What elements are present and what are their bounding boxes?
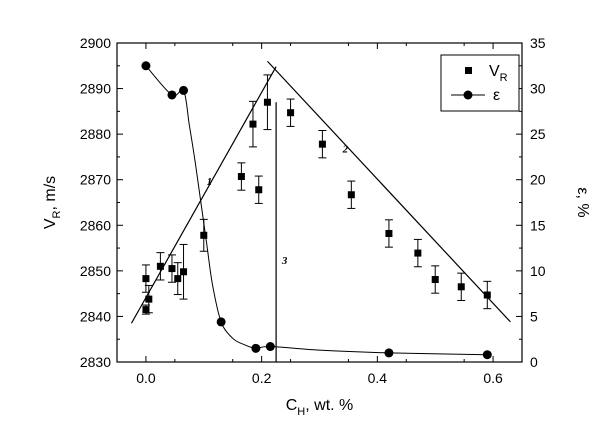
legend-circle-marker <box>463 90 473 100</box>
legend: VRε <box>440 54 520 112</box>
epsilon-point <box>216 317 226 327</box>
axis-ticks: 0.0 0.2 0.4 0.6 2830 2840 2850 2860 2870 2880 2890… <box>80 35 546 386</box>
line-label-3: 3 <box>281 255 288 267</box>
x-tick-label: 0.4 <box>368 370 388 386</box>
y-tick-label: 2830 <box>80 354 111 370</box>
y2-tick-label: 30 <box>530 81 546 97</box>
vr-point <box>145 295 153 303</box>
y2-tick-label: 5 <box>530 308 538 324</box>
epsilon-point <box>167 90 177 100</box>
vr-point <box>385 229 393 237</box>
vr-point <box>318 140 326 148</box>
epsilon-point <box>384 348 394 358</box>
vr-point <box>431 276 439 284</box>
vr-point <box>237 173 245 181</box>
legend-label-epsilon: ε <box>493 87 500 104</box>
y-axis-title-main: V <box>42 218 59 229</box>
line-annotations: 1 2 3 <box>207 143 349 267</box>
line-label-2: 2 <box>342 143 349 155</box>
vr-point <box>347 191 355 199</box>
y-axis-title-sub: R <box>51 210 63 218</box>
y-tick-label: 2860 <box>80 217 111 233</box>
vr-point <box>287 109 295 117</box>
line-label-1: 1 <box>207 176 213 188</box>
vr-point <box>174 275 182 283</box>
epsilon-point <box>482 350 492 360</box>
vr-point <box>457 283 465 291</box>
fit-lines <box>130 60 511 362</box>
epsilon-curve-line <box>145 65 488 356</box>
x-tick-label: 0.0 <box>136 370 156 386</box>
epsilon-point <box>265 342 275 352</box>
vr-point <box>483 291 491 299</box>
x-axis-title-sub: H <box>297 406 305 418</box>
y-tick-label: 2890 <box>80 81 111 97</box>
y2-tick-label: 20 <box>530 172 546 188</box>
vr-point <box>142 275 150 283</box>
vr-point <box>168 265 176 273</box>
y-tick-label: 2880 <box>80 126 111 142</box>
x-axis-title: CH, wt. % <box>286 397 354 418</box>
epsilon-point <box>179 85 189 95</box>
fit-line-2 <box>266 60 511 323</box>
vr-point <box>263 98 271 106</box>
vr-point <box>255 186 263 194</box>
x-axis-title-rest: , wt. % <box>305 397 353 414</box>
vr-point <box>249 120 257 128</box>
y2-tick-label: 15 <box>530 217 546 233</box>
legend-label-vr: VR <box>489 63 508 84</box>
legend-label-vr-main: V <box>489 63 500 80</box>
legend-label-vr-sub: R <box>500 72 508 84</box>
y-tick-label: 2850 <box>80 263 111 279</box>
y-tick-label: 2900 <box>80 35 111 51</box>
vr-point <box>180 268 188 276</box>
epsilon-point <box>251 343 261 353</box>
y2-tick-label: 10 <box>530 263 546 279</box>
legend-box <box>440 54 520 112</box>
epsilon-curve <box>145 65 488 356</box>
x-axis-title-main: C <box>286 397 298 414</box>
error-bars <box>141 74 492 315</box>
y2-tick-label: 25 <box>530 126 546 142</box>
epsilon-point <box>141 61 151 71</box>
y-axis-title-rest: , m/s <box>42 176 59 211</box>
y2-tick-label: 35 <box>530 35 546 51</box>
vr-point <box>156 262 164 270</box>
x-tick-label: 0.6 <box>483 370 503 386</box>
vr-point <box>142 306 150 314</box>
y2-tick-label: 0 <box>530 354 538 370</box>
y-axis-title: VR, m/s <box>42 176 63 229</box>
x-tick-label: 0.2 <box>252 370 272 386</box>
vr-point <box>200 231 208 239</box>
axis-labels: CH, wt. % VR, m/s ε, % <box>42 176 591 418</box>
y-tick-label: 2840 <box>80 308 111 324</box>
legend-square-marker <box>465 67 472 74</box>
data-points <box>141 61 492 360</box>
fit-line-1 <box>130 66 277 324</box>
y-tick-label: 2870 <box>80 172 111 188</box>
y2-axis-title: ε, % <box>574 187 591 217</box>
vr-point <box>414 249 422 257</box>
